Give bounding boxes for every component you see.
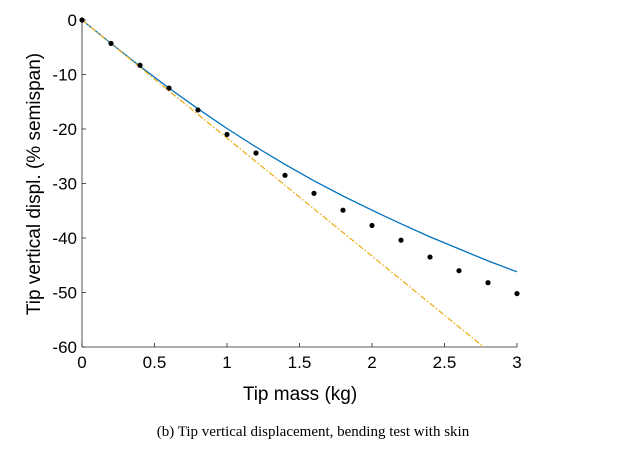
data-point <box>485 280 491 286</box>
data-point <box>456 268 462 274</box>
y-tick-label: -50 <box>52 284 77 303</box>
data-point <box>137 62 143 68</box>
data-point <box>340 207 346 213</box>
data-point <box>253 150 259 156</box>
data-point <box>79 17 85 23</box>
data-point <box>224 131 230 138</box>
figure-caption: (b) Tip vertical displacement, bending t… <box>156 424 470 440</box>
x-tick-label: 0.5 <box>143 353 167 372</box>
y-axis-label: Tip vertical displ. (% semispan) <box>24 53 45 315</box>
data-point <box>369 222 375 229</box>
data-point <box>311 190 317 196</box>
data-point <box>427 254 433 260</box>
data-point <box>195 107 201 113</box>
x-axis-label: Tip mass (kg) <box>243 384 357 405</box>
x-tick-label: 0 <box>77 353 86 372</box>
series-line-dashdot <box>81 19 485 348</box>
y-tick-label: -60 <box>52 338 77 357</box>
y-tick-label: -30 <box>52 175 77 194</box>
chart-ticks: 0 0.5 1 1.5 2 2.5 3 0 -10 -20 -30 -40 -50 -60 <box>52 11 521 372</box>
y-tick-label: -10 <box>52 66 77 85</box>
x-tick-label: 2 <box>367 353 376 372</box>
data-point <box>282 172 288 178</box>
data-point <box>166 85 172 91</box>
x-tick-label: 3 <box>512 353 521 372</box>
series-line-solid <box>81 19 518 273</box>
data-point <box>398 237 404 243</box>
x-tick-label: 1.5 <box>288 353 312 372</box>
chart-plot-area <box>79 17 520 348</box>
x-tick-label: 1 <box>222 353 231 372</box>
y-tick-label: -40 <box>52 229 77 248</box>
chart-axes <box>81 20 517 348</box>
data-point <box>108 40 114 47</box>
x-tick-label: 2.5 <box>433 353 457 372</box>
y-tick-label: 0 <box>68 11 77 30</box>
data-point <box>514 290 520 297</box>
y-tick-label: -20 <box>52 120 77 139</box>
